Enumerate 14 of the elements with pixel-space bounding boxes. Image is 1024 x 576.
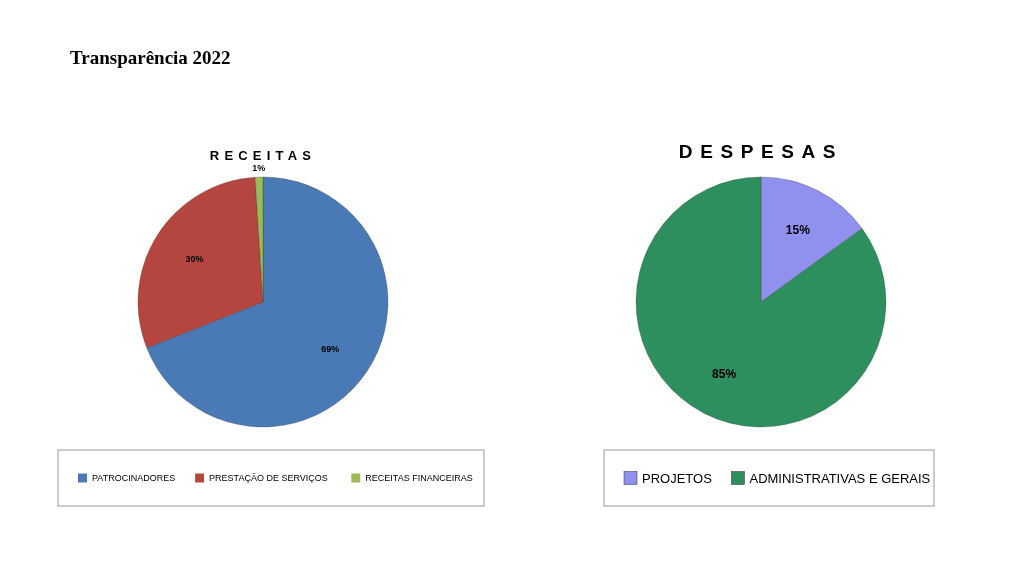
data-label: 15% <box>785 222 811 237</box>
pie-slice <box>635 176 887 428</box>
data-label: 1% <box>252 163 266 174</box>
data-label: 85% <box>712 367 737 382</box>
legend-label: ADMINISTRATIVAS E GERAIS <box>749 470 931 486</box>
text: Transparência 2022 <box>70 47 231 68</box>
data-label: 30% <box>185 254 204 265</box>
legend-label: PROJETOS <box>642 470 713 486</box>
legend-label: PRESTAÇÃO DE SERVIÇOS <box>209 473 328 484</box>
chart-title: RECEITAS <box>209 148 317 163</box>
data-label: 69% <box>321 343 340 354</box>
chart-title: DESPESAS <box>678 141 844 162</box>
legend-label: RECEITAS FINANCEIRAS <box>365 473 473 484</box>
legend-label: PATROCINADORES <box>92 473 176 484</box>
